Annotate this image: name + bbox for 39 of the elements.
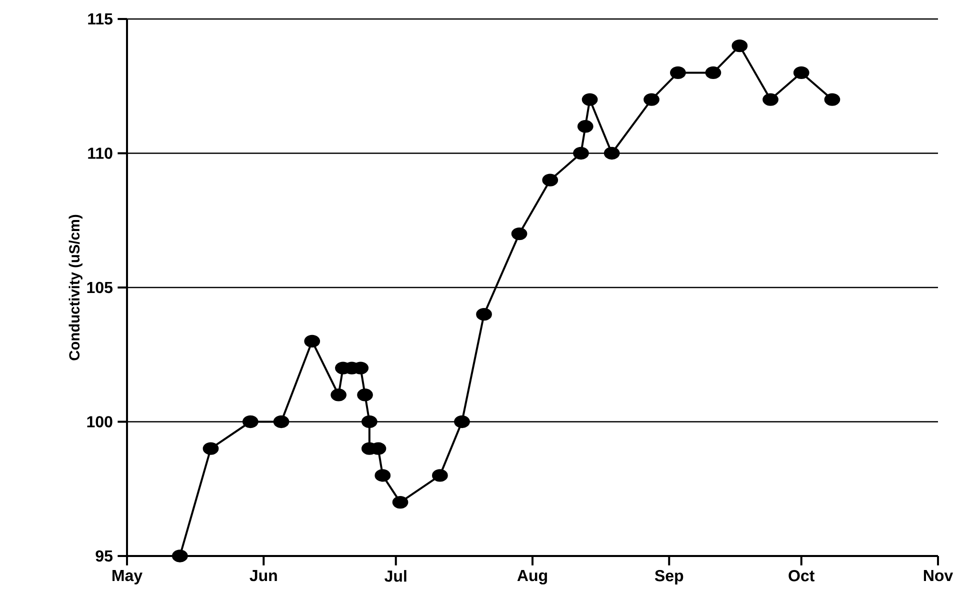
point bbox=[357, 388, 373, 402]
point bbox=[542, 174, 558, 186]
point bbox=[705, 66, 722, 80]
point bbox=[511, 227, 528, 240]
point bbox=[476, 308, 492, 321]
point bbox=[762, 93, 778, 106]
point bbox=[172, 550, 188, 562]
point bbox=[644, 93, 660, 106]
point bbox=[330, 388, 347, 402]
point bbox=[374, 469, 391, 482]
point bbox=[361, 415, 378, 428]
y-axis-title: Conductivity (uS/cm) bbox=[68, 214, 82, 360]
x-tick-label: Oct bbox=[788, 570, 814, 582]
point bbox=[670, 66, 686, 80]
point bbox=[242, 415, 258, 428]
x-tick-label: Jul bbox=[384, 570, 406, 582]
point bbox=[793, 66, 810, 80]
x-tick-label: Nov bbox=[924, 570, 954, 582]
x-tick-label: May bbox=[112, 570, 142, 584]
y-tick-label: 100 bbox=[87, 416, 112, 428]
point bbox=[582, 93, 598, 106]
y-tick-label: 110 bbox=[88, 148, 112, 159]
x-tick-label: Sep bbox=[654, 570, 684, 585]
point bbox=[454, 415, 470, 428]
y-tick-label: 105 bbox=[87, 282, 113, 294]
point bbox=[392, 496, 408, 509]
point bbox=[432, 469, 448, 482]
point bbox=[732, 40, 748, 52]
point bbox=[202, 442, 219, 455]
y-tick-label: 95 bbox=[96, 550, 113, 562]
point bbox=[273, 415, 290, 428]
x-tick-label: Aug bbox=[517, 570, 547, 584]
x-tick-label: Jun bbox=[250, 570, 277, 582]
point bbox=[304, 334, 320, 348]
point bbox=[824, 93, 840, 106]
y-tick-label: 115 bbox=[88, 13, 113, 25]
point bbox=[577, 120, 594, 133]
point bbox=[604, 146, 620, 160]
point bbox=[573, 146, 589, 160]
